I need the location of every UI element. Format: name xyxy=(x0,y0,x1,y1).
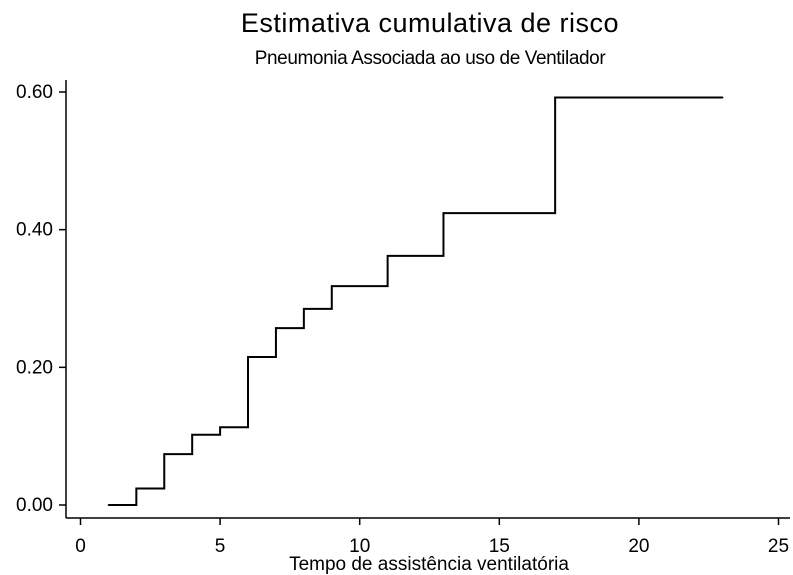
series-step-line xyxy=(108,96,723,506)
step-point xyxy=(721,96,724,99)
step-point xyxy=(163,453,166,455)
x-axis-label: Tempo de assistência ventilatória xyxy=(289,554,569,575)
step-point xyxy=(247,356,249,358)
step-point xyxy=(330,285,333,287)
step-point xyxy=(219,426,221,429)
y-tick-label: 0.40 xyxy=(16,220,53,241)
x-tick-label: 5 xyxy=(215,536,226,557)
step-point xyxy=(191,433,193,436)
step-point xyxy=(107,504,110,506)
series-layer xyxy=(107,96,724,506)
x-tick-label: 15 xyxy=(489,536,510,557)
step-point xyxy=(135,487,138,490)
y-tick-label: 0.20 xyxy=(16,357,53,378)
x-tick-label: 0 xyxy=(75,536,86,557)
y-tick-label: 0.60 xyxy=(16,82,53,103)
step-point xyxy=(275,327,277,329)
x-tick-label: 25 xyxy=(768,536,789,557)
chart-subtitle: Pneumonia Associada ao uso de Ventilador xyxy=(254,48,606,69)
step-point xyxy=(442,212,445,214)
step-point xyxy=(554,96,556,99)
y-tick-label: 0.00 xyxy=(16,495,53,516)
chart-title: Estimativa cumulativa de risco xyxy=(240,8,620,38)
x-tick-label: 20 xyxy=(628,536,649,557)
x-tick-label: 10 xyxy=(349,536,370,557)
axes-layer: 0 5 10 15 20 25 0.00 0.20 0.40 0.60 Tempo de assis… xyxy=(16,80,790,575)
step-point xyxy=(386,255,389,257)
step-point xyxy=(303,308,305,310)
